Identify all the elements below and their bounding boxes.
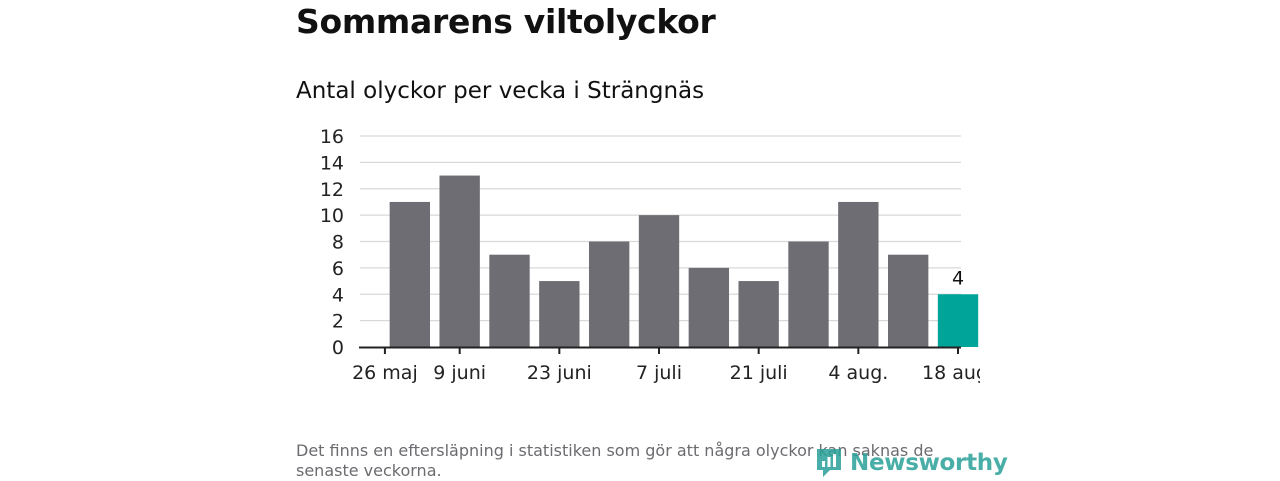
brand-logo: Newsworthy [814,446,1008,480]
bar [838,201,879,347]
bar [738,281,779,347]
bars [389,175,979,347]
bar [688,267,730,347]
bar [788,241,829,347]
x-tick-label: 26 maj [352,362,418,384]
y-tick-label: 8 [332,232,344,254]
x-tick-label: 21 juli [730,362,788,384]
x-tick-label: 4 aug. [828,362,888,384]
bar-highlight [937,294,979,347]
y-tick-label: 16 [320,126,344,148]
bar [887,254,929,347]
x-tick-label: 9 juni [433,362,486,384]
y-tick-label: 10 [320,205,344,227]
y-tick-label: 12 [320,179,344,201]
footnote: Det finns en eftersläpning i statistiken… [296,441,934,480]
bar [439,175,480,347]
newsworthy-logo-icon [817,449,841,477]
bar [489,254,530,347]
y-tick-label: 4 [332,284,344,306]
brand-name: Newsworthy [850,450,1008,476]
y-tick-label: 2 [332,311,344,333]
x-tick-label: 7 juli [636,362,682,384]
bar [389,201,431,347]
chart-subtitle: Antal olyckor per vecka i Strängnäs [296,78,705,104]
x-tick-label: 23 juni [527,362,592,384]
chart-title: Sommarens viltolyckor [296,2,716,41]
y-tick-label: 0 [332,337,344,359]
y-tick-label: 14 [320,152,344,174]
data-label: 4 [952,267,964,289]
x-axis-tick-labels: 26 maj 9 juni 23 juni 7 juli 21 juli 4 aug. 18… [352,347,980,384]
bar [588,241,630,347]
y-axis-tick-labels: 0 2 4 6 8 10 12 14 16 [320,126,344,359]
x-tick-label: 18 aug. [922,362,980,384]
y-tick-label: 6 [332,258,344,280]
data-labels: 4 [952,267,964,289]
bar-chart: 0 2 4 6 8 10 12 14 16 4 26 maj 9 juni 23 juni 7 jul… [320,126,980,384]
bar [638,215,680,347]
bar [539,281,580,347]
